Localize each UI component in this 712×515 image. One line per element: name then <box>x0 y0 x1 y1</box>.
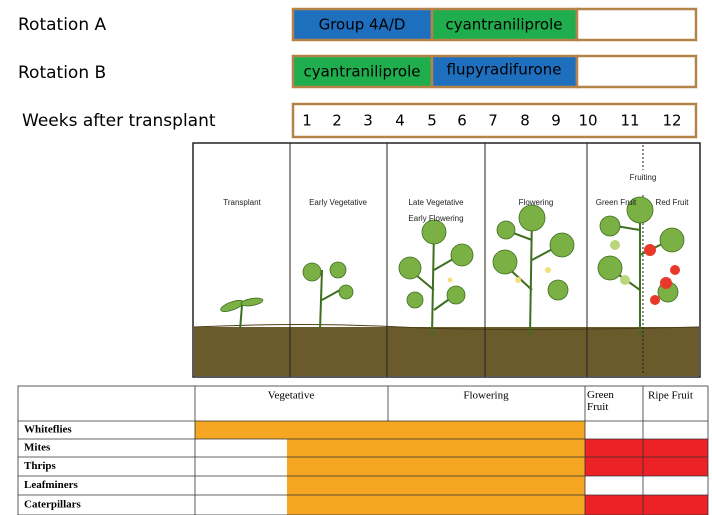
empty-box <box>577 56 696 87</box>
weeks-label: Weeks after transplant <box>22 111 216 131</box>
rotation-label: Rotation A <box>18 15 107 35</box>
stage-label: Flowering <box>519 198 554 207</box>
stage-label: Red Fruit <box>656 198 690 207</box>
pest-name: Thrips <box>24 460 57 472</box>
product-label: cyantraniliprole <box>445 16 562 34</box>
stage-label: Late Vegetative <box>408 198 464 207</box>
week-number: 12 <box>662 112 681 130</box>
header-text: Green Fruit <box>587 389 617 413</box>
stage-panel <box>193 143 700 377</box>
stage-label: Transplant <box>223 198 261 207</box>
pest-name: Mites <box>24 442 51 454</box>
pest-name: Caterpillars <box>24 499 82 511</box>
pest-name: Whiteflies <box>24 424 72 436</box>
week-number: 6 <box>457 112 467 130</box>
week-number: 5 <box>427 112 437 130</box>
week-number: 3 <box>363 112 373 130</box>
rotation-label: Rotation B <box>18 63 106 83</box>
product-label: Group 4A/D <box>319 16 406 34</box>
pest-name: Leafminers <box>24 479 78 491</box>
table-header: Flowering <box>463 390 509 402</box>
product-label: flupyradifurone <box>447 61 562 79</box>
product-label: cyantraniliprole <box>303 63 420 81</box>
week-number: 8 <box>520 112 530 130</box>
week-number: 7 <box>488 112 498 130</box>
week-number: 11 <box>620 112 639 130</box>
table-header: Ripe Fruit <box>648 390 693 402</box>
week-number: 9 <box>551 112 561 130</box>
stage-label: Early Vegetative <box>309 198 367 207</box>
table-header: Vegetative <box>268 390 315 402</box>
figure: Rotation A Group 4A/D cyantraniliprole R… <box>0 0 712 515</box>
week-number: 2 <box>332 112 342 130</box>
empty-box <box>577 9 696 40</box>
stage-label: Early Flowering <box>408 214 463 223</box>
stage-label: Fruiting <box>630 173 657 182</box>
table-header: Green Fruit <box>587 389 642 419</box>
stage-label: Green Fruit <box>596 198 637 207</box>
week-number: 10 <box>578 112 597 130</box>
week-number: 4 <box>395 112 405 130</box>
week-number: 1 <box>302 112 312 130</box>
